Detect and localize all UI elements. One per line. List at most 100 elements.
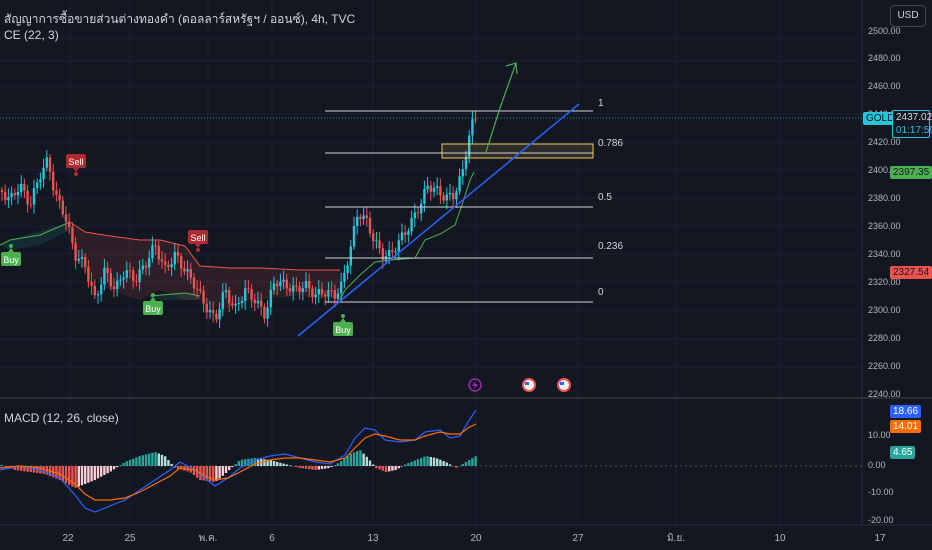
- sell-label: Sell: [68, 157, 83, 167]
- histogram-bar: [352, 452, 356, 466]
- fib-label-0236: 0.236: [598, 241, 623, 252]
- candle-body: [436, 186, 439, 188]
- flag-canton: [525, 382, 529, 385]
- candle-body: [474, 119, 477, 121]
- candle-body: [167, 264, 170, 268]
- candle-body: [304, 281, 308, 289]
- time-label: 13: [367, 533, 379, 544]
- histogram-bar: [26, 466, 29, 472]
- fib-retracement[interactable]: [325, 110, 593, 303]
- time-label: 17: [874, 533, 886, 544]
- candle-body: [39, 179, 42, 183]
- sell-signal[interactable]: Sell: [188, 230, 208, 252]
- histogram-bar: [384, 466, 388, 472]
- candle-body: [45, 157, 48, 168]
- candle-body: [362, 215, 365, 220]
- time-label: 20: [470, 533, 482, 544]
- supply-zone-box[interactable]: [441, 143, 594, 159]
- candle-body: [138, 269, 141, 282]
- candle-body: [256, 300, 260, 304]
- buy-signal[interactable]: Buy: [143, 293, 163, 315]
- histogram-bar: [381, 466, 384, 471]
- candle-body: [346, 265, 349, 273]
- candle-body: [352, 226, 356, 247]
- histogram-bar: [410, 461, 413, 466]
- histogram-bar: [317, 466, 320, 470]
- histogram-bar: [301, 466, 304, 469]
- histogram-bar: [13, 466, 16, 470]
- currency-button[interactable]: USD: [890, 5, 926, 27]
- macd-legend[interactable]: MACD (12, 26, close): [4, 411, 119, 425]
- candle-body: [125, 270, 128, 278]
- price-tick: 2360.00: [868, 221, 901, 231]
- macd-tick: 0.00: [868, 460, 886, 470]
- economic-events[interactable]: [468, 378, 571, 392]
- candle-body: [26, 190, 29, 205]
- lightning-icon: [472, 380, 478, 390]
- candle-body: [93, 285, 96, 296]
- histogram-bar: [93, 466, 96, 481]
- candle-body: [423, 189, 426, 204]
- histogram-bar: [96, 466, 100, 479]
- histogram-bar: [365, 456, 368, 466]
- symbol-tag: GOLD: [863, 112, 898, 125]
- price-axis[interactable]: 2500.00 2480.00 2460.00 2440.00 2420.00 …: [868, 26, 901, 399]
- histogram-bar: [29, 466, 32, 473]
- candle-body: [372, 233, 375, 242]
- histogram-bar: [448, 464, 452, 466]
- candle-body: [116, 280, 119, 289]
- sell-label: Sell: [190, 233, 205, 243]
- candle-body: [186, 269, 189, 272]
- histogram-bar: [87, 466, 90, 483]
- sell-signal[interactable]: Sell: [66, 154, 86, 176]
- candle-body: [109, 273, 112, 287]
- candle-body: [442, 195, 445, 201]
- fib-label-0786: 0.786: [598, 138, 623, 149]
- histogram-bar: [263, 459, 266, 466]
- candle-body: [397, 240, 400, 252]
- signal-markers[interactable]: Buy Buy Buy Sell Sell: [1, 154, 353, 336]
- indicator-legend[interactable]: CE (22, 3): [4, 28, 59, 42]
- time-label: 6: [269, 533, 275, 544]
- histogram-bar: [400, 466, 404, 467]
- price-tick: 2460.00: [868, 81, 901, 91]
- time-axis[interactable]: 22 25 พ.ค. 6 13 20 27 มิ.ย. 10 17: [62, 533, 886, 544]
- candle-body: [253, 299, 256, 304]
- histogram-bar: [413, 460, 416, 466]
- price-tick: 2480.00: [868, 53, 901, 63]
- candle-body: [144, 265, 148, 268]
- candle-body: [132, 270, 135, 281]
- candle-body: [308, 281, 311, 289]
- macd-axis[interactable]: 10.00 0.00 -10.00 -20.00: [868, 430, 894, 525]
- chart-title[interactable]: สัญญาการซื้อขายส่วนต่างทองคำ (ดอลลาร์สหร…: [4, 12, 356, 26]
- histogram-bar: [436, 458, 439, 466]
- candle-body: [74, 243, 77, 261]
- histogram-bar: [372, 464, 375, 466]
- histogram-bar: [164, 456, 167, 466]
- histogram-bar: [55, 466, 58, 479]
- histogram-bar: [461, 463, 464, 466]
- buy-signal[interactable]: Buy: [333, 314, 353, 336]
- histogram-bar: [4, 466, 7, 467]
- histogram-bar: [80, 466, 84, 486]
- projection-arrow[interactable]: [485, 62, 517, 153]
- candle-body: [164, 261, 167, 265]
- buy-signal[interactable]: Buy: [1, 244, 21, 266]
- histogram-bar: [333, 465, 336, 466]
- candle-body: [61, 200, 64, 215]
- histogram-bar: [253, 458, 256, 466]
- price-tick: 2260.00: [868, 361, 901, 371]
- histogram-bar: [176, 466, 180, 469]
- histogram-bar: [256, 458, 260, 466]
- histogram-bar: [343, 458, 346, 466]
- buy-label: Buy: [145, 304, 161, 314]
- histogram-bar: [474, 456, 477, 466]
- trend-line[interactable]: [297, 103, 580, 337]
- candle-body: [23, 183, 26, 191]
- histogram-bar: [16, 466, 20, 471]
- candle-body: [205, 303, 208, 313]
- histogram-bar: [423, 456, 426, 466]
- histogram-bar: [68, 466, 71, 485]
- candle-body: [13, 192, 16, 196]
